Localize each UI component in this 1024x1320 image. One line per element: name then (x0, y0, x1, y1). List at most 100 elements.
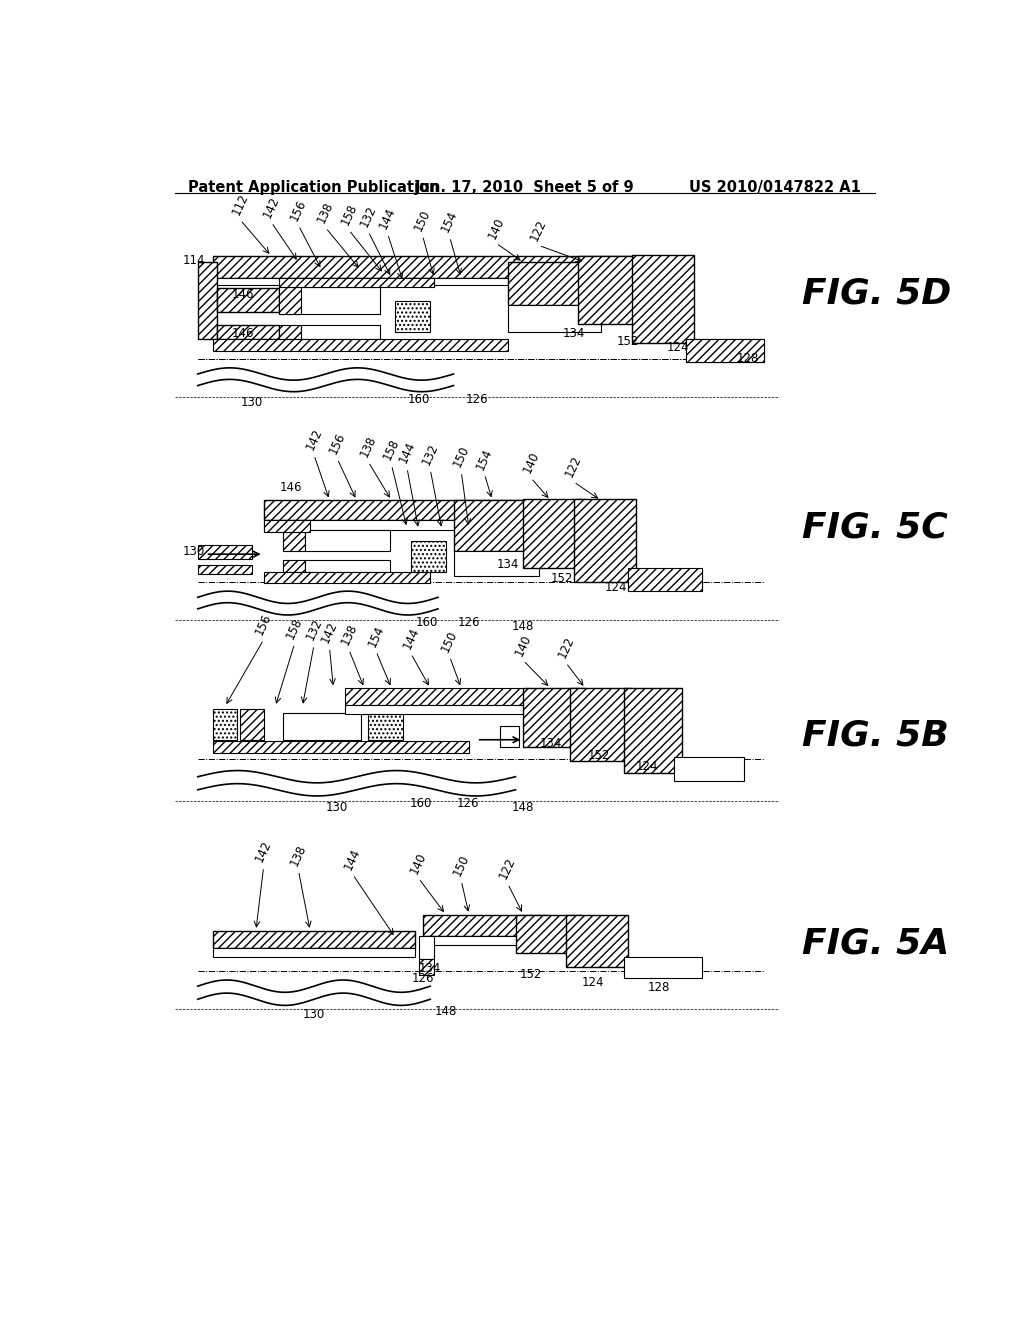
Bar (454, 500, 539, 552)
Text: 160: 160 (408, 393, 430, 407)
Text: 154: 154 (366, 623, 387, 649)
Bar (632, 255, 693, 343)
Bar (198, 545, 252, 558)
Text: 124: 124 (636, 760, 658, 774)
Bar (454, 552, 539, 576)
Text: 132: 132 (303, 616, 325, 643)
Bar (411, 541, 445, 572)
Bar (213, 948, 415, 957)
Bar (213, 277, 655, 285)
Text: 140: 140 (513, 632, 534, 659)
Text: 126: 126 (458, 616, 480, 630)
Text: 128: 128 (737, 352, 759, 366)
Text: 122: 122 (497, 855, 518, 882)
Text: 156: 156 (288, 197, 309, 223)
Bar (508, 305, 601, 331)
Bar (213, 256, 655, 277)
Bar (280, 286, 301, 314)
Text: 146: 146 (231, 327, 254, 341)
Bar (369, 709, 403, 739)
Text: 154: 154 (474, 446, 496, 471)
Bar (423, 915, 547, 936)
Bar (213, 931, 415, 948)
Text: 126: 126 (457, 797, 478, 810)
Text: 124: 124 (582, 975, 604, 989)
Text: 122: 122 (563, 454, 585, 479)
Bar (280, 326, 301, 339)
Bar (624, 688, 682, 774)
Bar (263, 520, 612, 529)
Bar (217, 288, 280, 313)
Text: 142: 142 (303, 426, 325, 453)
Bar (523, 688, 586, 747)
Bar (213, 709, 237, 739)
Text: FIG. 5C: FIG. 5C (802, 511, 948, 545)
Text: 122: 122 (528, 218, 550, 243)
Text: FIG. 5B: FIG. 5B (802, 719, 949, 752)
Bar (419, 936, 434, 960)
Text: 144: 144 (396, 440, 418, 466)
Text: 142: 142 (318, 619, 340, 645)
Bar (263, 572, 430, 583)
Bar (305, 529, 390, 552)
Bar (578, 256, 647, 323)
Bar (624, 957, 701, 978)
Text: 130: 130 (303, 1008, 326, 1022)
Text: 140: 140 (485, 215, 507, 240)
Bar (508, 263, 601, 305)
Bar (263, 500, 612, 520)
Text: 144: 144 (377, 206, 398, 231)
Text: 152: 152 (616, 335, 639, 348)
Text: 152: 152 (551, 572, 573, 585)
Text: 128: 128 (648, 981, 670, 994)
Text: 138: 138 (357, 434, 379, 459)
Text: 132: 132 (357, 203, 379, 230)
Bar (213, 339, 508, 351)
Text: 140: 140 (520, 450, 542, 475)
Text: 146: 146 (280, 482, 302, 495)
Bar (213, 742, 469, 752)
Bar (500, 726, 519, 747)
Text: 150: 150 (451, 444, 472, 470)
Text: 150: 150 (439, 628, 460, 655)
Text: 134: 134 (497, 557, 519, 570)
Text: 150: 150 (412, 207, 433, 234)
Text: 130: 130 (241, 396, 263, 409)
Bar (283, 713, 360, 739)
Text: 140: 140 (408, 850, 429, 876)
Text: 152: 152 (587, 748, 609, 762)
Bar (305, 561, 390, 572)
Text: FIG. 5D: FIG. 5D (802, 276, 951, 310)
Bar (280, 286, 380, 314)
Text: 130: 130 (326, 801, 348, 814)
Text: US 2010/0147822 A1: US 2010/0147822 A1 (689, 180, 861, 195)
Bar (280, 277, 434, 286)
Text: 160: 160 (410, 797, 432, 810)
Bar (395, 301, 430, 331)
Text: FIG. 5A: FIG. 5A (802, 927, 949, 961)
Text: 134: 134 (540, 737, 561, 750)
Text: 130: 130 (182, 545, 205, 557)
Bar (628, 568, 701, 591)
Bar (301, 326, 380, 339)
Bar (198, 565, 252, 574)
Bar (283, 529, 305, 552)
Text: 126: 126 (466, 393, 488, 407)
Text: 158: 158 (338, 202, 359, 227)
Text: 132: 132 (420, 441, 441, 467)
Bar (283, 561, 305, 572)
Text: 126: 126 (412, 972, 434, 985)
Bar (569, 688, 632, 760)
Text: 138: 138 (288, 842, 309, 869)
Text: 158: 158 (381, 437, 402, 462)
Text: 144: 144 (400, 626, 422, 651)
Text: Jun. 17, 2010  Sheet 5 of 9: Jun. 17, 2010 Sheet 5 of 9 (415, 180, 635, 195)
Text: 142: 142 (261, 194, 282, 220)
Text: 150: 150 (451, 853, 472, 878)
Bar (198, 263, 217, 339)
Text: Patent Application Publication: Patent Application Publication (188, 180, 440, 195)
Text: 148: 148 (512, 801, 535, 814)
Text: 152: 152 (520, 968, 542, 981)
Bar (241, 709, 263, 739)
Bar (566, 915, 628, 966)
